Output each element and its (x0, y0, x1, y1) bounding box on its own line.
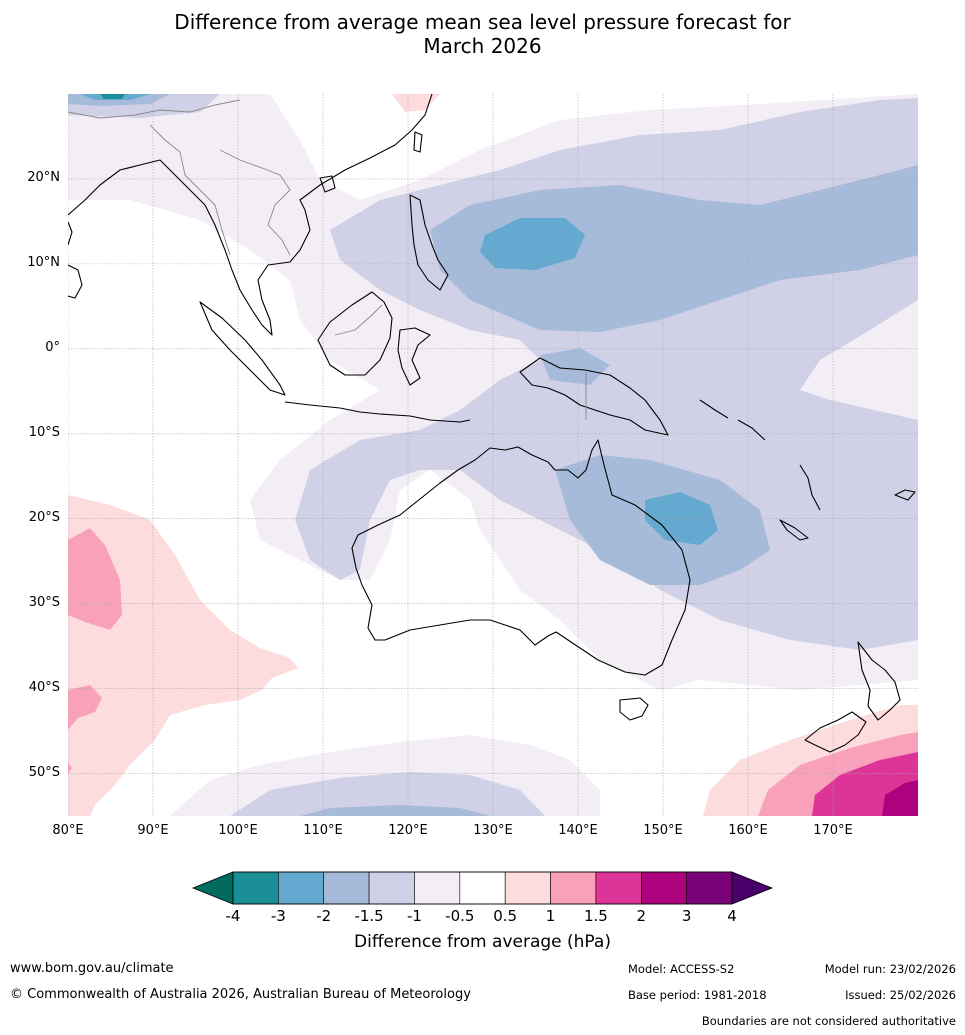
border-myanmar (149, 124, 231, 256)
border-indochina (219, 149, 291, 256)
coastline-asia (68, 94, 433, 336)
longitude-label: 130°E (473, 823, 513, 838)
contour-band-pos-1-west-a (68, 528, 122, 630)
colorbar-tick-label: 2 (636, 907, 647, 925)
contour-band-neg-3-corner (100, 94, 125, 99)
contour-band-neg-1.5-east (540, 348, 610, 385)
country-borders (68, 99, 587, 420)
colorbar-tick-label: 3 (681, 907, 692, 925)
longitude-label: 90°E (137, 823, 169, 838)
coastline-taiwan (413, 131, 423, 153)
coastline-vanuatu (799, 464, 821, 511)
colorbar-tick-label: -0.5 (445, 907, 475, 925)
contour-band-neg-1.5-north (430, 165, 918, 332)
longitude-label: 140°E (558, 823, 598, 838)
issued-date: Issued: 25/02/2026 (845, 988, 956, 1002)
map-title: Difference from average mean sea level p… (0, 10, 965, 58)
coastline-india (68, 221, 73, 246)
colorbar-segment (323, 871, 370, 905)
latitude-label: 10°S (28, 424, 60, 440)
latitude-label: 0° (45, 339, 60, 355)
coastline-nz-north (857, 641, 901, 721)
coastline-fiji (894, 489, 916, 501)
latitude-label: 30°S (28, 594, 60, 610)
coastline-sri-lanka (68, 264, 83, 299)
contour-band-neg-2-philippines (480, 218, 585, 270)
longitude-label: 150°E (643, 823, 683, 838)
website-link[interactable]: www.bom.gov.au/climate (10, 961, 174, 976)
colorbar-over-arrow (731, 871, 774, 905)
coastlines (68, 94, 916, 753)
model-run-date: Model run: 23/02/2026 (824, 962, 956, 976)
contour-band-pos-2-se (882, 780, 918, 816)
longitude-label: 170°E (813, 823, 853, 838)
coastline-sumatra (199, 301, 286, 396)
base-period: Base period: 1981-2018 (628, 988, 767, 1002)
contour-band-pos-1-west-c (68, 762, 72, 774)
colorbar-tick-label: -1 (406, 907, 422, 925)
colorbar-segment (640, 871, 687, 905)
map-gridlines (68, 94, 918, 816)
latitude-label: 50°S (28, 764, 60, 780)
longitude-label: 80°E (52, 823, 84, 838)
latitude-label: 10°N (27, 254, 60, 270)
border-asia-north (68, 99, 241, 119)
colorbar-tick-label: 4 (727, 907, 737, 925)
coastline-solomons (699, 399, 766, 441)
coastline-java (284, 401, 471, 423)
boundaries-disclaimer: Boundaries are not considered authoritat… (701, 1014, 956, 1028)
colorbar-segment (414, 871, 461, 905)
latitude-label: 20°N (27, 169, 60, 185)
border-borneo (334, 304, 383, 336)
coastline-new-guinea (519, 357, 669, 436)
colorbar-tick-label: 0.5 (493, 907, 518, 925)
model-name: Model: ACCESS-S2 (628, 962, 735, 976)
colorbar-segment (504, 871, 551, 905)
longitude-label: 100°E (218, 823, 258, 838)
colorbar-title: Difference from average (hPa) (354, 932, 611, 952)
map-title-line-2: March 2026 (423, 34, 542, 58)
coastline-hainan (319, 175, 336, 193)
latitude-label: 20°S (28, 509, 60, 525)
colorbar-segment (232, 871, 279, 905)
map-canvas (68, 94, 918, 816)
colorbar-tick-label: -3 (270, 907, 286, 925)
copyright-text: © Commonwealth of Australia 2026, Austra… (10, 987, 471, 1002)
contour-band-pos-1-west-b (68, 685, 102, 730)
colorbar-segment (459, 871, 506, 905)
contour-band-pos-0.5-west (68, 495, 298, 816)
coastline-nz-south (804, 711, 867, 753)
colorbar-tick-label: 1.5 (583, 907, 608, 925)
contour-band-pos-0.5-north (392, 94, 440, 112)
contour-band-neg-1-south (230, 772, 545, 816)
colorbar-tick-label: -1.5 (354, 907, 384, 925)
longitude-label: 120°E (388, 823, 428, 838)
coastline-borneo (317, 291, 393, 376)
colorbar-tick-label: 1 (545, 907, 556, 925)
colorbar-segment (368, 871, 415, 905)
coastline-philippines (409, 194, 449, 291)
contour-band-neg-1.5-south (300, 805, 490, 816)
latitude-label: 40°S (28, 679, 60, 695)
map-title-line-1: Difference from average mean sea level p… (174, 10, 791, 34)
coastline-australia (351, 439, 691, 676)
colorbar-segment (686, 871, 733, 905)
colorbar-segment (550, 871, 597, 905)
colorbar-tick-label: -4 (225, 907, 241, 925)
colorbar-tick-label: -2 (316, 907, 332, 925)
coastline-tasmania (619, 697, 649, 721)
colorbar-outline (232, 871, 733, 905)
colorbar-segment (278, 871, 325, 905)
colorbar-segment (595, 871, 642, 905)
longitude-label: 110°E (303, 823, 343, 838)
coastline-new-caledonia (779, 519, 809, 541)
colorbar-under-arrow (191, 871, 234, 905)
colorbar (191, 871, 774, 905)
coastline-sulawesi (397, 327, 431, 386)
longitude-label: 160°E (728, 823, 768, 838)
